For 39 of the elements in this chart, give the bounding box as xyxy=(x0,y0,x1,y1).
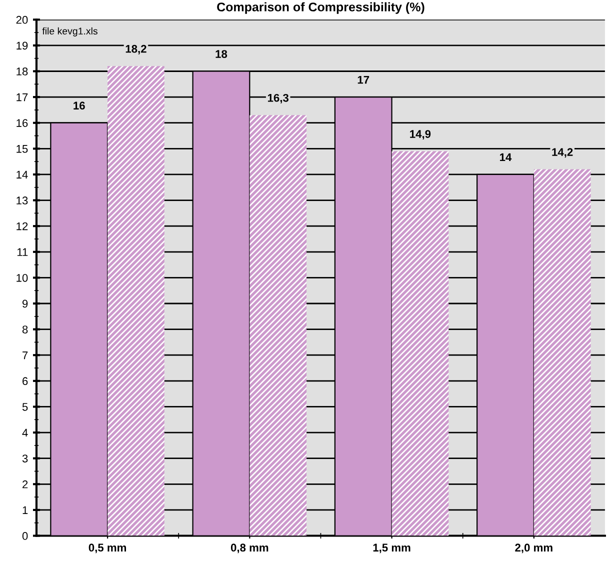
x-tick-label: 0,8 mm xyxy=(230,544,268,554)
y-tick-label: 7 xyxy=(22,351,28,360)
x-tick-label: 2,0 mm xyxy=(515,544,552,554)
y-tick-label: 10 xyxy=(16,274,28,282)
y-tick-label: 3 xyxy=(22,454,28,462)
data-label: 17 xyxy=(358,76,370,84)
y-tick-label: 4 xyxy=(22,428,28,437)
chart-title: Comparison of Compressibility (%) xyxy=(217,2,424,14)
bar xyxy=(250,115,307,536)
y-tick-label: 15 xyxy=(16,145,28,153)
bar xyxy=(534,169,591,536)
y-tick-label: 8 xyxy=(22,326,28,334)
y-tick-label: 17 xyxy=(16,93,28,102)
annotation: file kevg1.xls xyxy=(42,27,98,36)
data-label: 16,3 xyxy=(268,94,288,104)
y-tick-label: 9 xyxy=(22,300,28,308)
y-tick-label: 11 xyxy=(17,248,28,256)
y-tick-label: 13 xyxy=(16,196,28,204)
y-tick-label: 6 xyxy=(22,377,28,386)
y-tick-label: 20 xyxy=(16,16,28,24)
y-tick-label: 12 xyxy=(16,222,28,230)
y-tick-label: 19 xyxy=(16,42,28,50)
bar xyxy=(108,66,164,536)
data-label: 14,2 xyxy=(552,148,573,158)
y-tick-label: 16 xyxy=(16,119,28,127)
data-label: 16 xyxy=(74,102,85,110)
data-label: 18,2 xyxy=(126,44,146,54)
bar xyxy=(392,151,449,536)
x-tick-label: 1,5 mm xyxy=(373,544,410,554)
y-tick-label: 2 xyxy=(22,480,28,488)
y-tick-label: 0 xyxy=(22,532,28,540)
y-tick-label: 5 xyxy=(22,403,28,411)
x-tick-label: 0,5 mm xyxy=(88,544,126,554)
data-label: 14,9 xyxy=(410,130,431,140)
y-tick-label: 14 xyxy=(16,170,28,178)
data-label: 14 xyxy=(500,153,512,162)
data-label: 18 xyxy=(216,50,228,58)
y-tick-label: 1 xyxy=(22,506,28,514)
y-tick-label: 18 xyxy=(16,68,28,76)
